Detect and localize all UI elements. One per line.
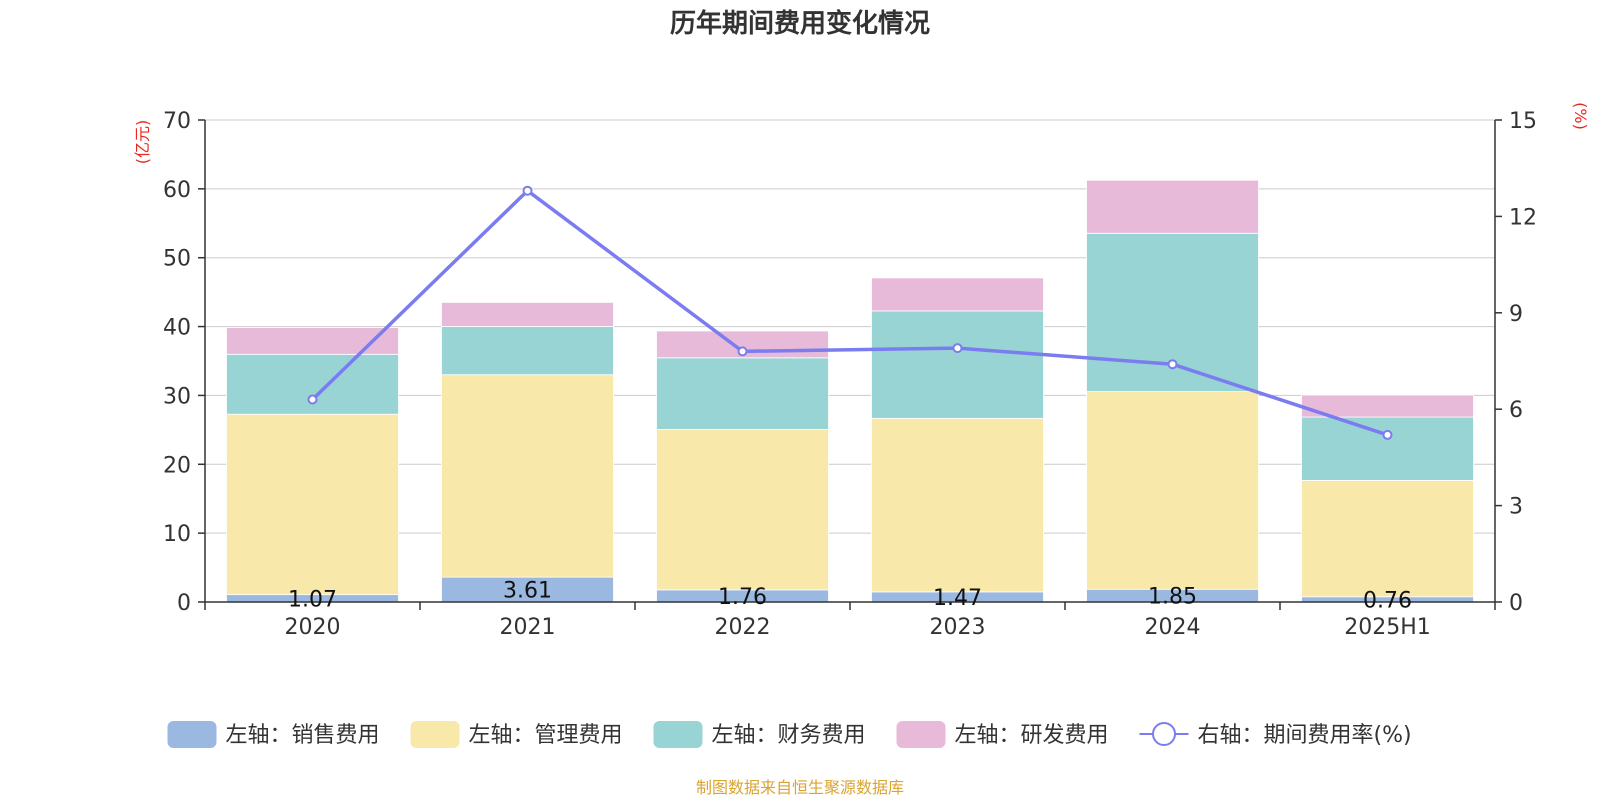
bar-segment [656, 429, 829, 591]
bar-segment [1086, 391, 1259, 590]
bar-segment [1301, 479, 1474, 598]
rate-point [952, 343, 963, 354]
x-tick-label: 2023 [930, 615, 986, 640]
bar-segment [441, 374, 614, 578]
grid-lines [205, 119, 1495, 534]
rate-line [311, 188, 1389, 437]
left-axis-unit: (亿元) [133, 120, 152, 165]
axes: 0 10 20 30 40 50 60 70 0 3 6 9 12 15 2020 2021 2022 2023 2… [163, 109, 1537, 640]
legend-label: 左轴：财务费用 [712, 723, 866, 748]
source-note: 制图数据来自恒生聚源数据库 [696, 778, 904, 797]
left-tick-label: 60 [163, 178, 191, 203]
bar-value-label: 3.61 [503, 579, 552, 604]
rate-point [1167, 359, 1178, 370]
bar-segment [226, 353, 399, 415]
bar-value-label: 1.07 [288, 587, 337, 612]
left-tick-label: 50 [163, 247, 191, 272]
left-tick-label: 70 [163, 109, 191, 134]
bar-segment [441, 302, 614, 327]
legend-label: 左轴：研发费用 [955, 723, 1109, 748]
bar-value-label: 1.85 [1148, 585, 1197, 610]
expense-rate-line [307, 185, 1393, 440]
left-tick-label: 30 [163, 384, 191, 409]
x-tick-label: 2021 [500, 615, 556, 640]
bar-segment [1086, 179, 1259, 234]
legend-label: 右轴：期间费用率(%) [1198, 723, 1412, 748]
x-tick-label: 2020 [285, 615, 341, 640]
x-tick-label: 2022 [715, 615, 771, 640]
legend-label: 左轴：销售费用 [226, 723, 380, 748]
bar-segment [226, 327, 399, 355]
bar-segment [1301, 416, 1474, 481]
rate-point [737, 346, 748, 357]
right-tick-label: 6 [1509, 398, 1523, 423]
bar-segment [871, 310, 1044, 419]
bar-segment [871, 277, 1044, 312]
bar-segment [656, 330, 829, 359]
right-tick-label: 12 [1509, 205, 1537, 230]
left-tick-label: 40 [163, 316, 191, 341]
right-tick-label: 0 [1509, 591, 1523, 616]
bar-segment [441, 576, 614, 603]
bar-value-labels: 1.07 3.61 1.76 1.47 1.85 0.76 [288, 579, 1412, 614]
legend-label: 左轴：管理费用 [469, 723, 623, 748]
bar-segment [226, 413, 399, 596]
stacked-bars [226, 179, 1474, 603]
legend-swatch [410, 721, 460, 748]
legend-line-marker-dot [1152, 722, 1176, 746]
bar-segment [441, 326, 614, 376]
legend-swatch [896, 721, 946, 748]
x-tick-label: 2025H1 [1344, 615, 1431, 640]
bar-value-label: 1.47 [933, 586, 982, 611]
legend-swatch [653, 721, 703, 748]
right-axis-unit: (%) [1571, 102, 1590, 130]
rate-point [1382, 429, 1393, 440]
left-tick-label: 20 [163, 453, 191, 478]
legend: 左轴：销售费用 左轴：管理费用 左轴：财务费用 左轴：研发费用 右轴：期间费用率(%) [167, 721, 1412, 748]
rate-point [522, 185, 533, 196]
left-tick-label: 0 [177, 591, 191, 616]
right-tick-label: 9 [1509, 302, 1523, 327]
left-tick-label: 10 [163, 522, 191, 547]
x-tick-label: 2024 [1145, 615, 1201, 640]
bar-segment [656, 357, 829, 430]
chart-title: 历年期间费用变化情况 [670, 8, 930, 39]
bar-value-label: 0.76 [1363, 588, 1412, 613]
rate-point [307, 394, 318, 405]
legend-swatch [167, 721, 217, 748]
bar-value-label: 1.76 [718, 585, 767, 610]
bar-segment [871, 417, 1044, 593]
right-tick-label: 15 [1509, 109, 1537, 134]
right-tick-label: 3 [1509, 495, 1523, 520]
